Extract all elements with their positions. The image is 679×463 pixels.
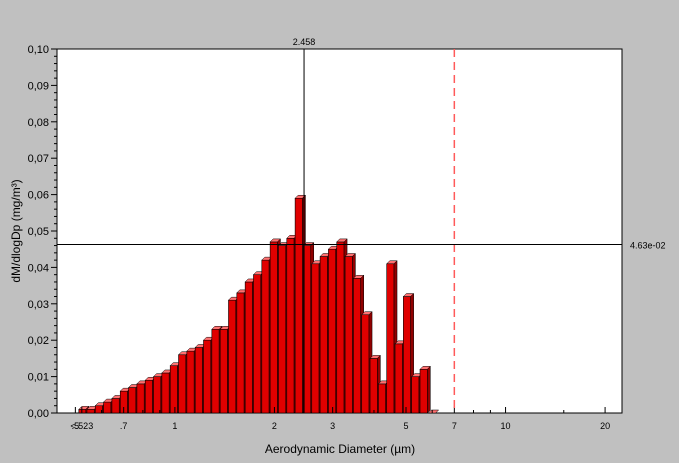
bar-front (261, 259, 270, 414)
bar-front (361, 314, 370, 414)
bar-front (153, 376, 162, 414)
bar-front (236, 292, 245, 414)
bar-front (178, 354, 187, 414)
y-tick-label: 0,02 (28, 335, 49, 347)
x-tick-label: 5 (404, 421, 409, 431)
bar-front (386, 263, 395, 414)
bar-front (103, 401, 112, 414)
x-tick-label: 2 (272, 421, 277, 431)
bar-front (403, 296, 411, 414)
y-tick-label: 0,07 (28, 153, 49, 165)
y-tick-label: 0,05 (28, 226, 49, 238)
bar (427, 409, 440, 414)
y-tick-label: 0,00 (28, 408, 49, 420)
bar-front (86, 409, 95, 414)
y-tick-label: 0,09 (28, 80, 49, 92)
bar-front (161, 372, 170, 414)
cursor-x-readout: 2.458 (293, 37, 316, 47)
bar-front (294, 197, 303, 414)
y-tick-label: 0,04 (28, 262, 49, 274)
bar-front (311, 263, 320, 414)
y-tick-label: 0,06 (28, 190, 49, 202)
bar-front (411, 376, 420, 414)
bar-front (344, 256, 353, 414)
y-tick-label: 0,01 (28, 372, 49, 384)
y-tick-label: 0,10 (28, 44, 49, 56)
bar-front (286, 237, 295, 414)
bar-top-face (427, 409, 440, 414)
bar-side-face (427, 365, 431, 414)
bar-front (353, 278, 362, 414)
bar-front (144, 379, 153, 414)
overlay-layer: 2.458 4.63e-02 (57, 37, 666, 413)
x-tick-label: 20 (600, 421, 610, 431)
bar-front (319, 256, 328, 414)
bar-front (128, 387, 137, 414)
bars-layer (78, 194, 440, 414)
x-tick-label: 10 (501, 421, 511, 431)
bar-front (169, 365, 178, 414)
x-tick-label: 3 (330, 421, 335, 431)
bar-front (328, 248, 337, 414)
cursor-y-readout: 4.63e-02 (630, 240, 666, 250)
axes-layer: 0,00 0,01 0,02 0,03 0,04 0,05 0,06 0,07 0,08 0,09… (28, 44, 611, 431)
y-tick-label: 0,03 (28, 299, 49, 311)
x-tick-label: <.523 (70, 421, 93, 431)
bar-front (203, 339, 212, 414)
bar (419, 365, 431, 414)
bar-front (336, 241, 345, 414)
y-tick-label: 0,08 (28, 117, 49, 129)
bar-front (186, 350, 195, 414)
bar-front (244, 281, 253, 414)
x-tick-label: 1 (172, 421, 177, 431)
x-tick-label: 7 (452, 421, 457, 431)
x-tick-label: .7 (120, 421, 128, 431)
x-axis-label: Aerodynamic Diameter (µm) (265, 442, 415, 456)
bar-front (136, 383, 145, 414)
bar-front (253, 274, 262, 414)
y-axis-label: dM/dlogDp (mg/m³) (9, 179, 23, 282)
bar-front (219, 328, 228, 414)
bar-front (278, 245, 287, 414)
bar-front (194, 347, 203, 414)
bar-front (228, 299, 237, 414)
bar-front (369, 358, 378, 414)
x-tick-label: .5 (72, 421, 80, 431)
bar-front (211, 328, 220, 414)
bar-front (419, 369, 428, 414)
bar-front (269, 241, 278, 414)
bar-front (378, 383, 387, 414)
bar-front (111, 398, 120, 414)
bar-front (394, 343, 403, 414)
